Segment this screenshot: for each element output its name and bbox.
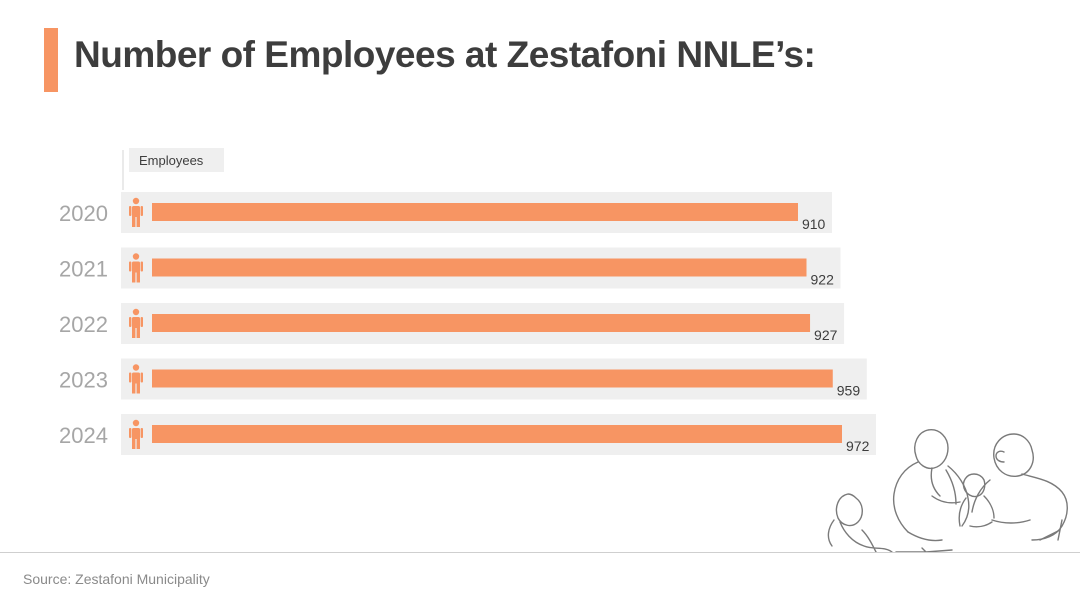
family-illustration-icon bbox=[827, 429, 1068, 553]
value-label: 910 bbox=[802, 216, 826, 232]
source-note: Source: Zestafoni Municipality bbox=[23, 571, 210, 587]
legend-label: Employees bbox=[139, 153, 204, 168]
person-icon bbox=[129, 364, 143, 394]
value-label: 927 bbox=[814, 327, 838, 343]
bar bbox=[152, 369, 833, 388]
bar bbox=[152, 258, 807, 277]
year-label: 2020 bbox=[59, 201, 108, 226]
bar-row-2022: 2022 927 bbox=[59, 303, 845, 344]
year-label: 2022 bbox=[59, 312, 108, 337]
value-label: 922 bbox=[811, 272, 835, 288]
value-label: 972 bbox=[846, 438, 870, 454]
bar-row-2021: 2021 922 bbox=[59, 247, 841, 289]
person-icon bbox=[129, 419, 143, 449]
value-label: 959 bbox=[837, 383, 861, 399]
year-label: 2021 bbox=[59, 257, 108, 282]
person-icon bbox=[129, 308, 143, 338]
legend-box bbox=[129, 148, 224, 172]
year-label: 2023 bbox=[59, 368, 108, 393]
bar bbox=[152, 425, 842, 443]
page-title: Number of Employees at Zestafoni NNLE’s: bbox=[74, 34, 816, 75]
person-icon bbox=[129, 253, 143, 283]
bar-row-2023: 2023 959 bbox=[59, 358, 867, 400]
bar-row-2020: 2020 910 bbox=[59, 192, 832, 233]
source-divider bbox=[0, 552, 1080, 553]
year-label: 2024 bbox=[59, 423, 108, 448]
bar-row-2024: 2024 972 bbox=[59, 414, 876, 455]
bar bbox=[152, 203, 798, 221]
person-icon bbox=[129, 197, 143, 227]
legend: Employees bbox=[122, 148, 224, 190]
title-accent-bar bbox=[44, 28, 58, 92]
bar bbox=[152, 314, 811, 332]
